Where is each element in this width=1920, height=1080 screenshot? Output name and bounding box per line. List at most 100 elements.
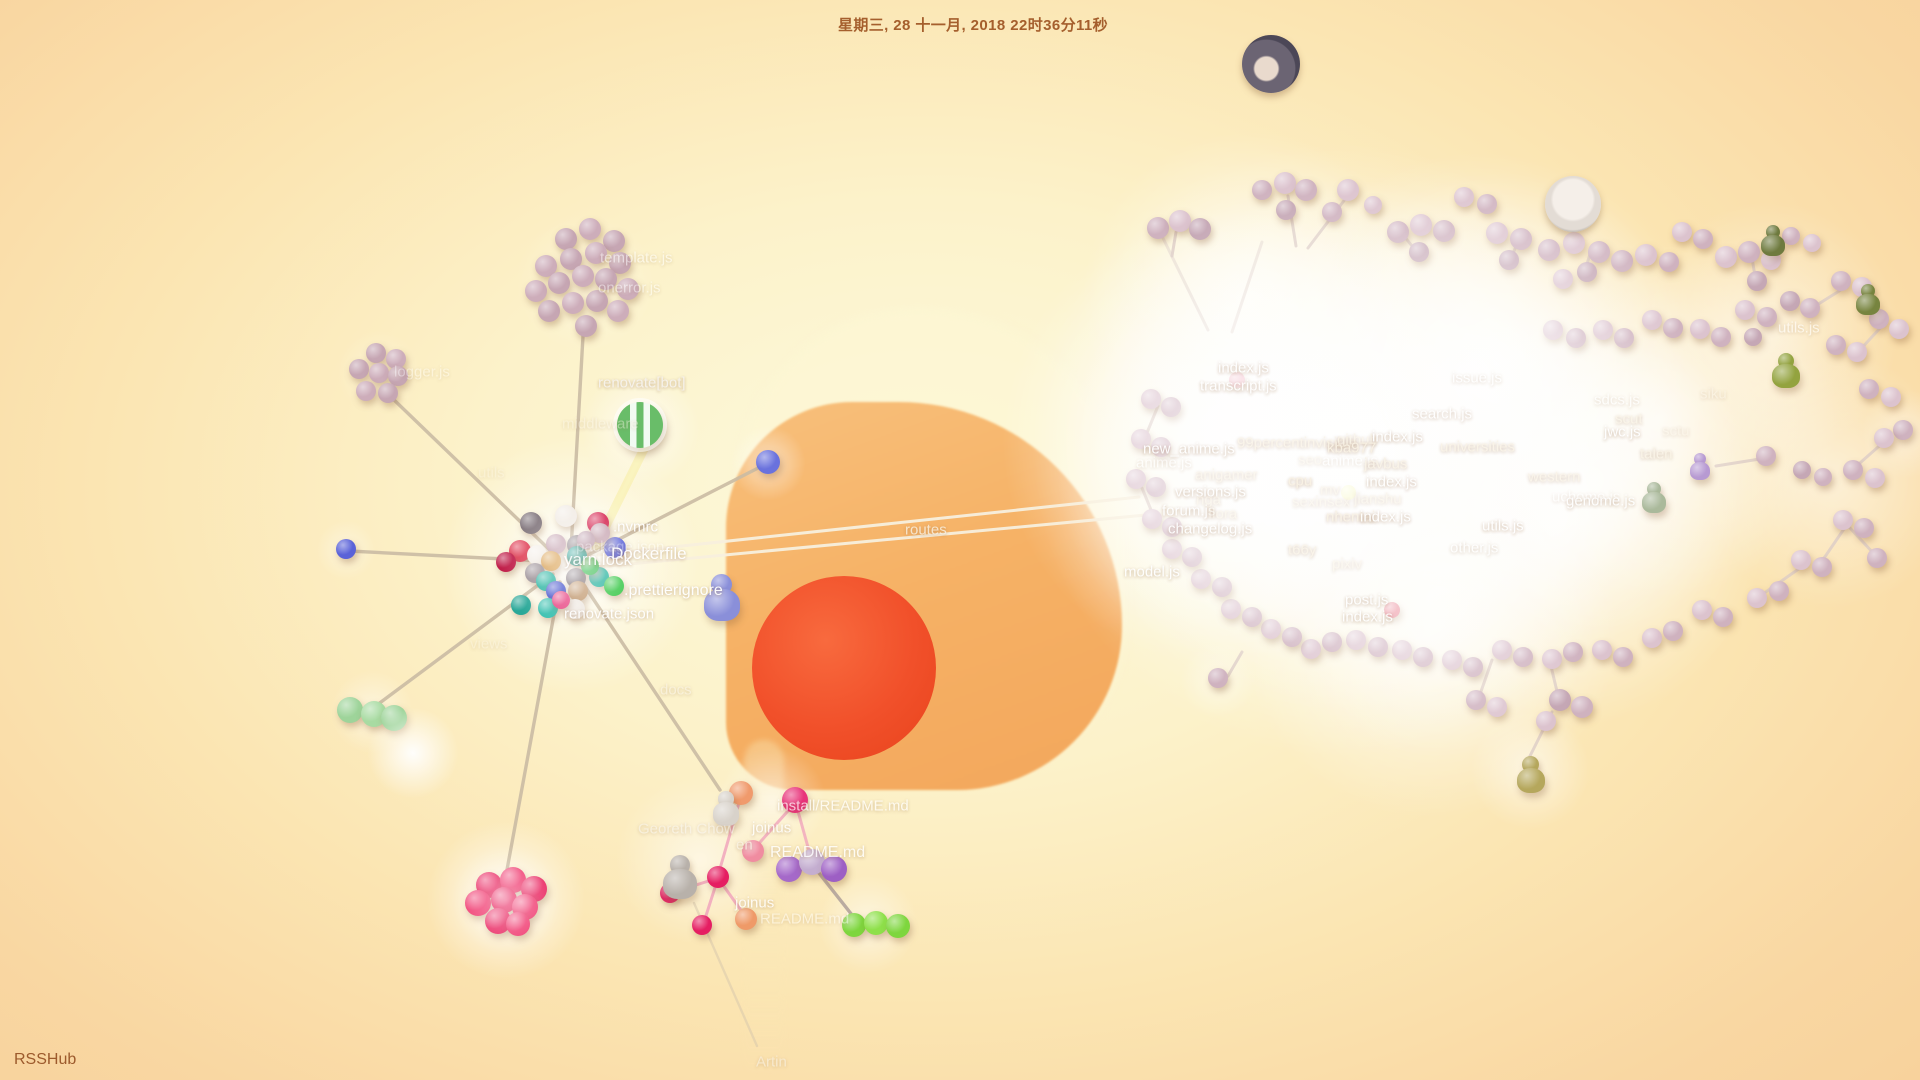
contributor-figure bbox=[1856, 284, 1880, 316]
file-node bbox=[538, 300, 560, 322]
file-node bbox=[1757, 307, 1777, 327]
directory-label: sexinsex bbox=[1292, 493, 1351, 511]
file-label: README.md bbox=[770, 844, 866, 861]
file-node bbox=[586, 290, 608, 312]
directory-label: jianshu bbox=[1354, 490, 1402, 508]
file-node bbox=[842, 913, 866, 937]
file-node bbox=[1782, 227, 1800, 245]
file-node bbox=[692, 915, 712, 935]
file-label: sdcs.js bbox=[1594, 391, 1640, 409]
file-node bbox=[1812, 557, 1832, 577]
file-node bbox=[1793, 461, 1811, 479]
file-node bbox=[465, 890, 491, 916]
file-node bbox=[1859, 379, 1879, 399]
user-label: renovate[bot] bbox=[598, 374, 686, 392]
file-node bbox=[337, 697, 363, 723]
contributor-figure bbox=[1642, 482, 1666, 514]
file-label: model.js bbox=[1124, 563, 1180, 581]
file-node bbox=[1747, 271, 1767, 291]
file-label: joinus bbox=[735, 894, 775, 912]
directory-label: anigamer bbox=[1195, 466, 1258, 484]
contributor-body bbox=[1772, 364, 1800, 389]
file-label: utils.js bbox=[1778, 319, 1820, 337]
file-node bbox=[603, 230, 625, 252]
file-node bbox=[555, 228, 577, 250]
contributor-figure bbox=[712, 791, 740, 827]
file-label: index.js bbox=[1366, 473, 1417, 491]
file-node bbox=[1854, 518, 1874, 538]
file-node bbox=[707, 866, 729, 888]
directory-label: talen bbox=[1640, 445, 1673, 463]
directory-label: flora bbox=[1208, 505, 1238, 523]
file-node bbox=[1756, 446, 1776, 466]
file-node bbox=[1738, 241, 1760, 263]
file-node bbox=[886, 914, 910, 938]
file-label: other.js bbox=[1450, 539, 1499, 557]
contributor-figure bbox=[1772, 353, 1800, 390]
user-label: Georeth Chow bbox=[638, 820, 735, 838]
file-node bbox=[336, 539, 356, 559]
file-node bbox=[1843, 460, 1863, 480]
contributor-figure bbox=[704, 574, 740, 622]
file-node bbox=[572, 265, 594, 287]
edge bbox=[596, 495, 1141, 557]
directory-label: universities bbox=[1440, 438, 1516, 456]
file-label: yarn.lock bbox=[564, 550, 633, 569]
contributor-figure bbox=[1761, 225, 1785, 257]
file-node bbox=[1831, 271, 1851, 291]
file-label: jwc.js bbox=[1604, 423, 1641, 441]
directory-label: utils bbox=[478, 464, 505, 482]
file-label: transcript.js bbox=[1200, 377, 1277, 395]
directory-label: kba977 bbox=[1327, 439, 1377, 457]
directory-label: siku bbox=[1700, 385, 1727, 403]
file-node bbox=[799, 849, 825, 875]
user-label: Artin bbox=[756, 1053, 787, 1071]
file-node bbox=[1865, 468, 1885, 488]
directory-label: western bbox=[1528, 468, 1581, 486]
directory-label: docs bbox=[660, 681, 692, 699]
file-node bbox=[562, 292, 584, 314]
file-node bbox=[1867, 548, 1887, 568]
directory-label: mv bbox=[1320, 481, 1340, 499]
file-node bbox=[1800, 298, 1820, 318]
edge bbox=[596, 513, 1148, 569]
file-node bbox=[535, 255, 557, 277]
file-node bbox=[349, 359, 369, 379]
contributor-body bbox=[663, 869, 697, 899]
file-label: anime.js bbox=[1322, 452, 1378, 470]
file-node bbox=[378, 383, 398, 403]
file-node bbox=[525, 280, 547, 302]
file-label: README.md bbox=[760, 910, 850, 928]
edge bbox=[813, 866, 858, 922]
rsshub-logo-red-circle bbox=[752, 576, 936, 760]
file-label: joinus bbox=[752, 819, 792, 837]
file-node bbox=[560, 248, 582, 270]
contributor-body bbox=[712, 802, 740, 826]
contributor-figure bbox=[1516, 755, 1546, 795]
file-node bbox=[617, 278, 639, 300]
file-label: template.js bbox=[600, 249, 673, 267]
file-node bbox=[735, 908, 757, 930]
clock-display: 星期三, 28 十一月, 2018 22时36分11秒 bbox=[837, 17, 1109, 34]
file-node bbox=[1613, 647, 1633, 667]
user-avatar bbox=[1242, 35, 1300, 93]
file-node bbox=[585, 242, 607, 264]
file-label: genome.js bbox=[1566, 492, 1636, 510]
file-label: onerror.js bbox=[598, 279, 661, 297]
file-node bbox=[609, 252, 631, 274]
contributor-body bbox=[1516, 767, 1546, 794]
contributor-figure bbox=[1689, 453, 1711, 481]
file-label: index.js bbox=[1218, 359, 1269, 377]
file-node bbox=[1693, 229, 1713, 249]
file-label: forum.js bbox=[1162, 502, 1216, 520]
directory-label: seo bbox=[1298, 451, 1323, 469]
user-avatar bbox=[1545, 176, 1601, 232]
file-node bbox=[1847, 342, 1867, 362]
file-node bbox=[864, 911, 888, 935]
file-label: index.js bbox=[1360, 508, 1411, 526]
file-node bbox=[776, 856, 802, 882]
contributor-body bbox=[1856, 294, 1880, 316]
